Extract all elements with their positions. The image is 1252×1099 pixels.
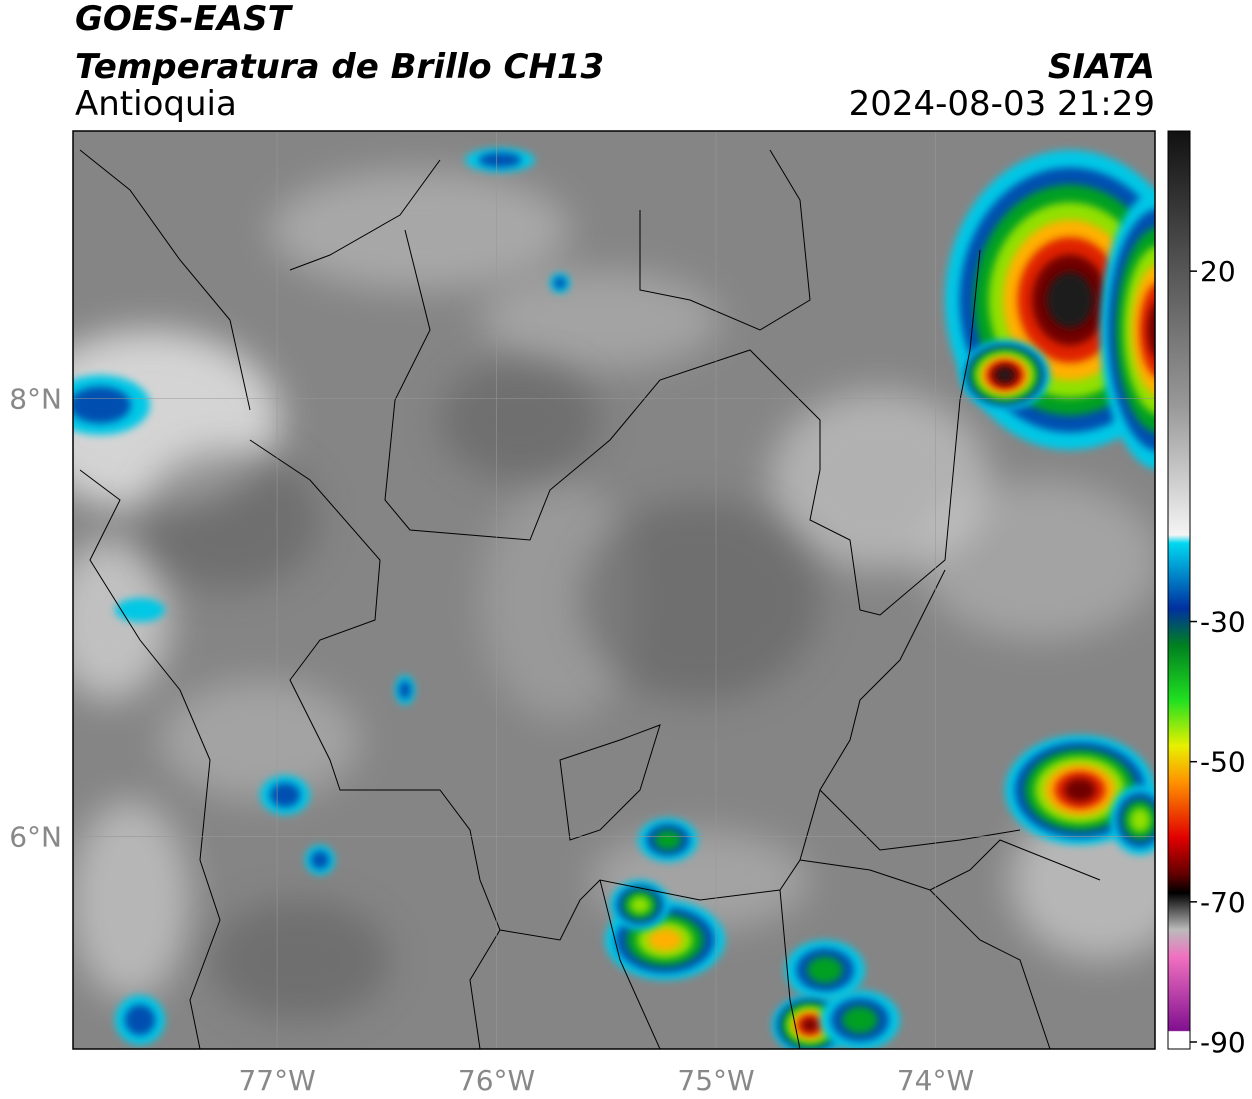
admin-border xyxy=(559,724,661,841)
colorbar-tick-label: -90 xyxy=(1200,1026,1246,1059)
admin-border xyxy=(79,149,251,1049)
cloud-texture xyxy=(210,900,390,1020)
cloud-texture xyxy=(920,480,1155,640)
colorbar-tick-label: -30 xyxy=(1200,606,1246,639)
lon-label: 77°W xyxy=(238,1064,315,1097)
cloud-texture xyxy=(73,540,170,700)
cloud-texture xyxy=(140,450,320,590)
timestamp: 2024-08-03 21:29 xyxy=(849,84,1155,124)
lon-label: 74°W xyxy=(897,1064,974,1097)
colorbar xyxy=(1167,130,1191,1050)
cloud-texture xyxy=(580,500,820,700)
convective-cloud xyxy=(802,1018,818,1032)
convective-cloud xyxy=(1129,807,1151,833)
convective-cloud xyxy=(1139,283,1155,377)
convective-cloud xyxy=(269,782,301,808)
convective-cloud xyxy=(1046,272,1094,328)
convective-cloud xyxy=(73,386,131,424)
cloud-texture xyxy=(160,680,360,800)
satellite-image xyxy=(73,131,1155,1049)
convective-cloud xyxy=(478,152,522,168)
convective-cloud xyxy=(115,598,165,622)
lat-label: 8°N xyxy=(9,382,62,415)
cloud-texture xyxy=(480,480,640,720)
convective-cloud xyxy=(654,830,682,850)
cloud-texture xyxy=(440,360,600,480)
admin-border xyxy=(289,149,981,616)
convective-cloud xyxy=(842,1006,878,1034)
convective-cloud xyxy=(398,680,412,700)
cloud-texture xyxy=(270,170,570,290)
convective-cloud xyxy=(553,276,567,290)
source: SIATA xyxy=(1048,47,1155,87)
region: Antioquia xyxy=(75,84,237,124)
convective-cloud xyxy=(996,368,1014,382)
convective-cloud xyxy=(1064,778,1096,802)
convective-cloud xyxy=(1147,302,1155,358)
convective-cloud xyxy=(647,928,683,952)
admin-border xyxy=(799,789,1101,891)
convective-cloud xyxy=(807,956,843,984)
map-frame xyxy=(72,130,1156,1050)
colorbar-tick-label: -70 xyxy=(1200,886,1246,919)
colorbar-tick-label: 20 xyxy=(1200,255,1236,288)
cloud-texture xyxy=(73,800,190,1000)
cloud-texture xyxy=(480,270,720,370)
subtitle: Temperatura de Brillo CH13 xyxy=(75,47,604,87)
convective-cloud xyxy=(124,1004,156,1036)
title: GOES-EAST xyxy=(75,0,294,39)
colorbar-tick-label: -50 xyxy=(1200,746,1246,779)
convective-cloud xyxy=(310,850,330,870)
convective-cloud xyxy=(629,896,651,914)
lat-label: 6°N xyxy=(9,820,62,853)
admin-border xyxy=(469,879,1051,1049)
lon-label: 76°W xyxy=(458,1064,535,1097)
lon-label: 75°W xyxy=(677,1064,754,1097)
